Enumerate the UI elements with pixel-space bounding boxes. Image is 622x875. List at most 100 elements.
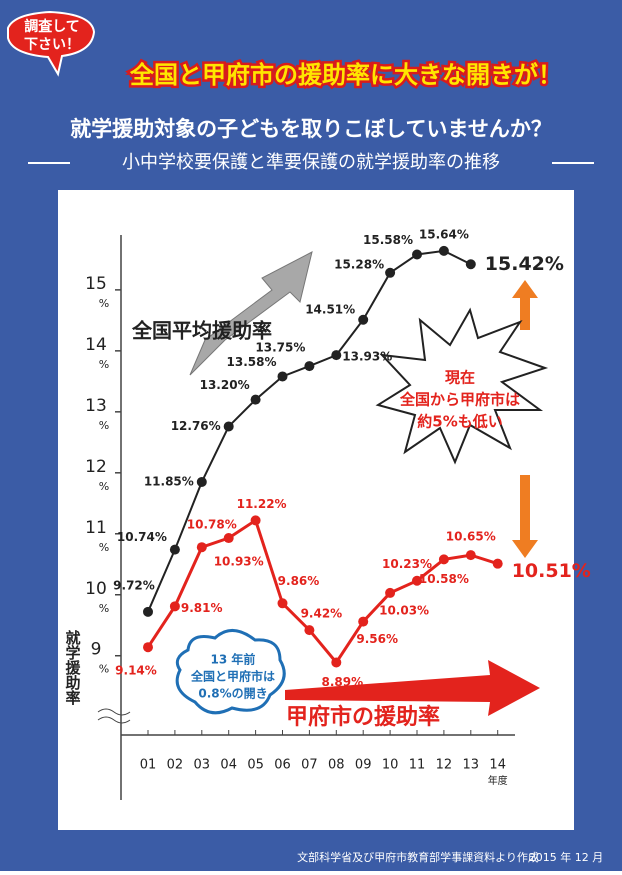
data-point [385, 267, 396, 278]
data-point [465, 259, 476, 270]
x-tick-label: 04 [220, 758, 237, 773]
x-tick-label: 06 [274, 758, 291, 773]
x-tick-label: 03 [194, 758, 211, 773]
series-name: 甲府市の援助率 [286, 704, 440, 730]
data-point [277, 598, 288, 609]
data-point [304, 625, 315, 636]
value-label: 13.20% [200, 378, 250, 392]
data-point [277, 371, 288, 382]
red-arrow [285, 660, 540, 716]
value-label: 10.51% [512, 560, 591, 582]
y-tick-unit: % [99, 297, 109, 310]
burst-text: 全国から甲府市は [399, 391, 520, 409]
y-tick-label: 15 [85, 274, 107, 294]
data-point [331, 657, 342, 668]
value-label: 14.51% [305, 302, 355, 316]
burst-text: 約5%も低い [417, 413, 502, 431]
data-point [358, 616, 369, 627]
axis-break [97, 708, 131, 724]
title: 就学援助対象の子どもを取りこぼしていませんか？ [70, 117, 552, 141]
y-tick-unit: % [99, 358, 109, 371]
chart-panel [58, 190, 574, 830]
data-point [143, 606, 153, 617]
value-label: 15.42% [485, 253, 564, 275]
y-tick-unit: % [99, 602, 109, 615]
data-point [169, 544, 180, 555]
data-point [196, 476, 207, 487]
data-point [331, 350, 342, 361]
data-point [465, 550, 476, 561]
x-tick-label: 13 [463, 758, 480, 773]
value-label: 13.75% [255, 341, 305, 355]
burst [375, 307, 549, 465]
data-point [438, 554, 449, 565]
data-point [358, 314, 369, 325]
data-point [385, 587, 396, 598]
y-tick-unit: % [99, 419, 109, 432]
data-point [223, 533, 234, 544]
y-tick-label: 13 [85, 396, 107, 416]
x-tick-label: 05 [247, 758, 264, 773]
series-name: 全国平均援助率 [131, 319, 272, 343]
y-tick-unit: % [99, 541, 109, 554]
value-label: 12.76% [171, 419, 221, 433]
y-axis-label: 就学援助率 [64, 629, 82, 706]
cloud [175, 629, 286, 715]
value-label: 9.86% [278, 574, 320, 588]
y-tick-label: 9 [91, 640, 102, 660]
value-label: 15.28% [334, 257, 384, 271]
value-label: 9.56% [356, 632, 398, 646]
value-label: 15.64% [419, 227, 469, 241]
x-tick-label: 09 [355, 758, 372, 773]
badge-text: 調査して [24, 18, 80, 35]
data-point [250, 515, 261, 526]
x-tick-label: 12 [436, 758, 453, 773]
value-label: 10.65% [446, 530, 496, 544]
orange-arrow [512, 280, 538, 330]
cloud-text: 0.8%の開き [198, 687, 267, 701]
x-tick-label: 11 [409, 758, 426, 773]
x-tick-label: 10 [382, 758, 399, 773]
data-point [250, 394, 261, 405]
value-label: 11.85% [144, 474, 194, 488]
gray-arrow [189, 251, 313, 376]
value-label: 13.93% [342, 350, 392, 364]
value-label: 10.74% [117, 530, 167, 544]
data-point [169, 601, 180, 612]
data-point [412, 249, 422, 260]
burst-text: 現在 [445, 369, 475, 387]
value-label: 9.72% [113, 578, 155, 592]
cloud-text: 全国と甲府市は [190, 669, 275, 684]
value-label: 10.03% [379, 603, 429, 617]
x-tick-label: 07 [301, 758, 318, 773]
value-label: 15.58% [363, 233, 413, 247]
y-tick-unit: % [99, 663, 109, 676]
data-point [438, 245, 449, 256]
value-label: 9.14% [115, 664, 157, 678]
headline: 全国と甲府市の援助率に大きな開きが！ [129, 61, 562, 89]
cloud-text: 13 年前 [211, 652, 256, 667]
x-tick-label: 14 [489, 758, 506, 773]
subtitle: 小中学校要保護と準要保護の就学援助率の推移 [122, 152, 500, 173]
orange-arrow [512, 475, 538, 558]
value-label: 13.58% [227, 355, 277, 369]
x-axis-label: 年度 [488, 774, 508, 787]
value-label: 9.81% [181, 601, 223, 615]
x-tick-label: 08 [328, 758, 345, 773]
value-label: 8.89% [321, 675, 363, 689]
value-label: 10.93% [214, 555, 264, 569]
data-point [143, 642, 153, 653]
badge-text: 下さい！ [24, 37, 80, 53]
x-tick-label: 01 [140, 758, 157, 773]
badge-bubble [7, 10, 96, 77]
value-label: 11.22% [237, 497, 287, 511]
value-label: 9.42% [301, 607, 343, 621]
y-tick-label: 14 [85, 335, 107, 355]
y-tick-label: 10 [85, 579, 107, 599]
value-label: 10.58% [419, 572, 469, 586]
data-point [223, 421, 234, 432]
data-point [196, 542, 207, 553]
y-tick-label: 11 [85, 518, 107, 538]
x-tick-label: 02 [167, 758, 184, 773]
